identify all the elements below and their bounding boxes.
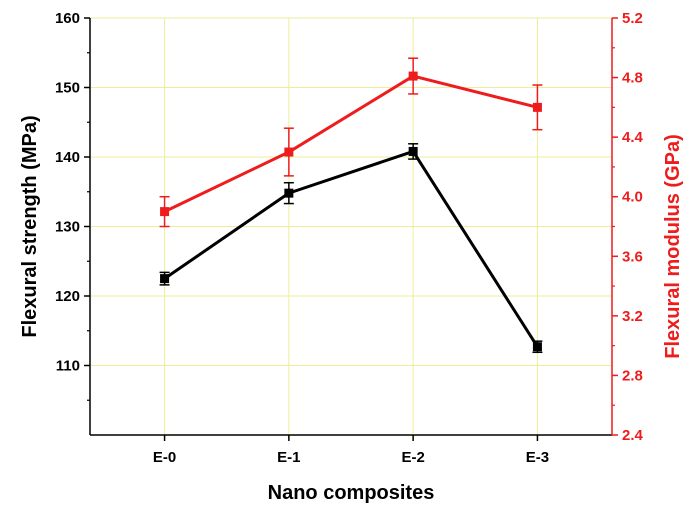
y-right-tick-label: 4.8 xyxy=(622,70,643,87)
data-point-marker xyxy=(408,146,418,156)
y-right-tick-label: 4.0 xyxy=(622,189,643,206)
y-right-tick-label: 4.4 xyxy=(622,129,644,146)
x-tick-label: E-0 xyxy=(153,449,176,466)
x-tick-label: E-2 xyxy=(401,449,424,466)
y-right-axis-title: Flexural modulus (GPa) xyxy=(662,134,684,358)
y-left-tick-label: 160 xyxy=(55,10,80,27)
data-point-marker xyxy=(284,188,294,198)
data-point-marker xyxy=(160,207,170,217)
data-point-marker xyxy=(408,71,418,81)
y-right-tick-label: 2.8 xyxy=(622,367,643,384)
y-right-tick-label: 2.4 xyxy=(622,427,644,444)
y-left-tick-label: 120 xyxy=(55,288,80,305)
y-left-tick-label: 130 xyxy=(55,219,80,236)
series-line xyxy=(163,74,538,213)
series-line xyxy=(163,149,539,348)
y-left-axis-title: Flexural strength (MPa) xyxy=(19,115,41,337)
y-left-tick-label: 150 xyxy=(55,80,80,97)
grid-lines xyxy=(90,17,612,435)
data-point-marker xyxy=(532,102,542,112)
x-tick-label: E-3 xyxy=(526,449,549,466)
y-right-tick-label: 3.6 xyxy=(622,248,643,265)
series-flexural-strength xyxy=(159,143,543,354)
data-point-marker xyxy=(160,274,170,284)
data-point-marker xyxy=(284,147,294,157)
y-right-tick-label: 3.2 xyxy=(622,308,643,325)
y-left-tick-label: 140 xyxy=(55,149,80,166)
x-axis-title: Nano composites xyxy=(268,482,435,504)
series-flexural-modulus xyxy=(159,57,543,228)
x-tick-label: E-1 xyxy=(277,449,300,466)
data-point-marker xyxy=(532,342,542,352)
y-right-tick-label: 5.2 xyxy=(622,10,643,27)
y-left-tick-label: 110 xyxy=(56,358,80,375)
